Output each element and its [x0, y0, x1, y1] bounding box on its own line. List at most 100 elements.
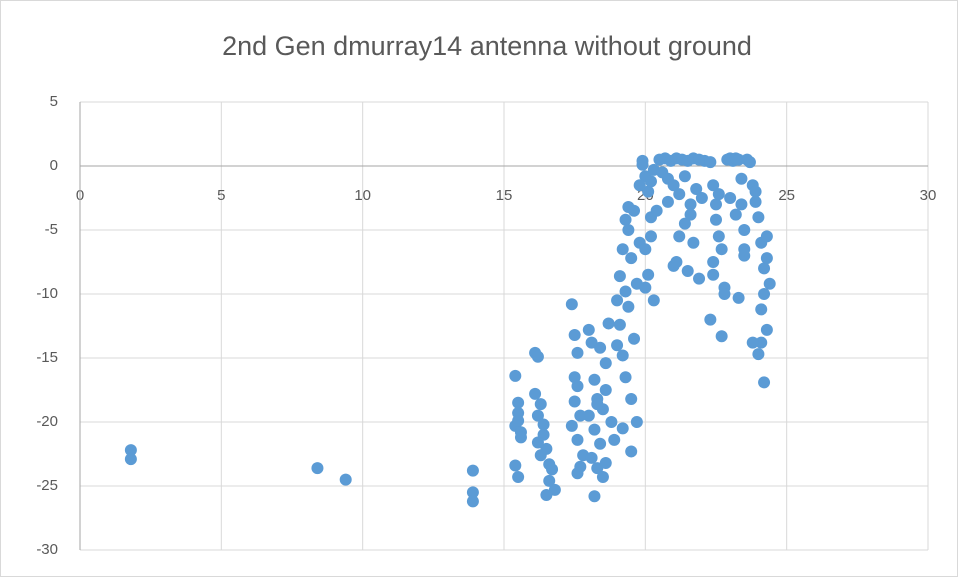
x-tick-label: 15: [496, 187, 513, 204]
point: [743, 156, 756, 169]
y-tick-label: 0: [50, 157, 58, 174]
y-tick-label: -30: [36, 541, 58, 558]
point: [746, 336, 759, 349]
point: [735, 198, 748, 211]
y-tick-label: -20: [36, 413, 58, 430]
point: [599, 357, 612, 370]
point: [591, 398, 604, 411]
point: [758, 262, 771, 275]
point: [565, 419, 578, 432]
point: [585, 451, 598, 464]
point: [625, 445, 638, 458]
point: [687, 236, 700, 249]
point: [630, 416, 643, 428]
point: [704, 156, 717, 169]
point: [670, 256, 683, 268]
y-tick-label: -15: [36, 349, 58, 366]
point: [124, 444, 137, 457]
point: [732, 291, 745, 304]
point: [647, 294, 660, 307]
point: [339, 473, 352, 486]
point: [625, 392, 638, 405]
point: [760, 252, 773, 265]
point: [738, 224, 751, 236]
point: [540, 488, 553, 501]
x-tick-label: 25: [778, 187, 795, 204]
point: [661, 195, 674, 208]
point: [611, 339, 624, 352]
point: [616, 349, 629, 362]
point: [546, 463, 559, 476]
point: [616, 422, 629, 435]
point: [568, 371, 581, 384]
point: [311, 462, 324, 475]
point: [752, 348, 765, 361]
point: [628, 332, 641, 345]
point: [644, 175, 657, 188]
chart-title: 2nd Gen dmurray14 antenna without ground: [222, 31, 752, 61]
point: [690, 183, 703, 196]
point: [568, 328, 581, 341]
point: [715, 243, 728, 256]
point: [599, 384, 612, 396]
point: [707, 179, 720, 192]
point: [681, 264, 694, 277]
point: [712, 188, 725, 201]
point: [466, 486, 479, 499]
point: [710, 213, 722, 226]
point: [608, 433, 621, 446]
point: [571, 346, 584, 359]
point: [582, 409, 595, 422]
point: [571, 433, 584, 446]
point: [758, 288, 771, 300]
point: [619, 213, 632, 226]
x-tick-label: 30: [920, 187, 937, 204]
point: [599, 456, 612, 469]
point: [509, 459, 522, 472]
point: [763, 277, 776, 290]
point: [619, 371, 632, 384]
point: [512, 396, 525, 409]
point: [749, 195, 762, 208]
point: [537, 418, 550, 431]
point: [594, 437, 607, 450]
point: [588, 490, 601, 503]
x-tick-label: 5: [217, 187, 225, 204]
point: [622, 300, 635, 313]
point: [715, 330, 728, 343]
point: [509, 369, 522, 382]
point: [466, 495, 479, 508]
point: [704, 313, 717, 326]
point: [710, 198, 722, 211]
y-tick-label: -5: [45, 221, 58, 238]
point: [613, 270, 626, 283]
point: [760, 230, 773, 243]
point: [568, 395, 581, 408]
point: [758, 376, 771, 389]
point: [667, 179, 680, 192]
point: [707, 256, 720, 268]
point: [749, 185, 762, 198]
point: [588, 373, 601, 386]
point: [732, 153, 745, 166]
point: [678, 170, 691, 183]
point: [619, 285, 632, 298]
point: [712, 230, 725, 243]
point: [684, 198, 697, 211]
point: [534, 449, 547, 462]
x-tick-label: 10: [354, 187, 371, 204]
point: [531, 350, 544, 363]
point: [529, 387, 542, 400]
point: [594, 341, 607, 354]
point: [543, 474, 556, 487]
point: [571, 467, 584, 480]
point: [755, 336, 768, 349]
point: [512, 414, 525, 427]
point: [622, 200, 635, 213]
point: [611, 294, 624, 307]
point: [738, 243, 751, 256]
point: [582, 323, 595, 336]
y-tick-label: -25: [36, 477, 58, 494]
